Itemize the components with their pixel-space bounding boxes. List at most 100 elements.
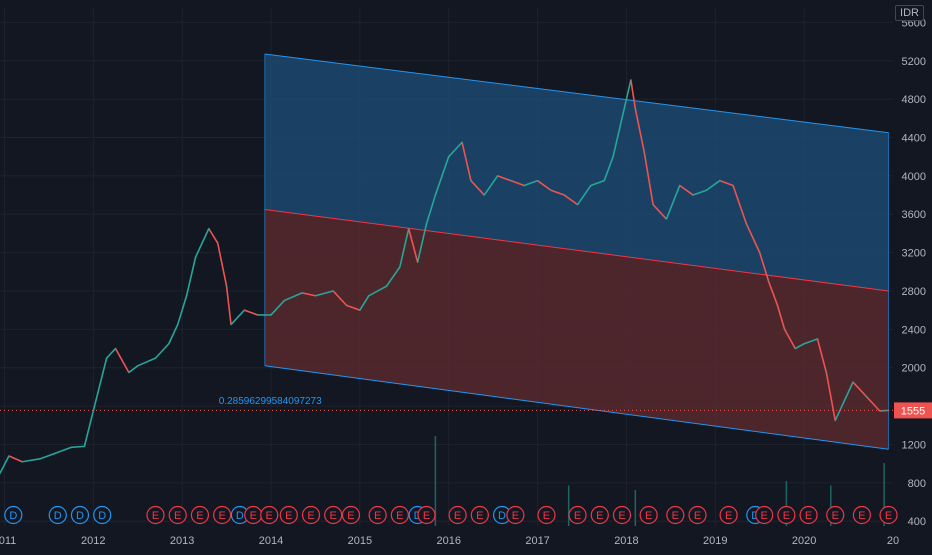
- event-marker-label: E: [832, 510, 839, 522]
- price-point: [115, 348, 117, 350]
- event-marker-label: E: [330, 510, 337, 522]
- event-marker-label: E: [196, 510, 203, 522]
- y-tick-label: 3600: [902, 209, 926, 221]
- earnings-marker[interactable]: E: [613, 507, 630, 524]
- price-point: [483, 194, 485, 196]
- x-tick-label: 2015: [348, 535, 372, 547]
- price-point: [652, 204, 654, 206]
- y-tick-label: 2800: [902, 286, 926, 298]
- event-marker-label: E: [543, 510, 550, 522]
- earnings-marker[interactable]: E: [667, 507, 684, 524]
- y-tick-label: 1200: [902, 439, 926, 451]
- earnings-marker[interactable]: E: [302, 507, 319, 524]
- price-point: [168, 343, 170, 345]
- earnings-marker[interactable]: E: [640, 507, 657, 524]
- event-marker-label: E: [250, 510, 257, 522]
- earnings-marker[interactable]: E: [245, 507, 262, 524]
- earnings-marker[interactable]: E: [853, 507, 870, 524]
- event-marker-label: E: [618, 510, 625, 522]
- earnings-marker[interactable]: E: [325, 507, 342, 524]
- price-point: [52, 453, 54, 455]
- price-point: [612, 156, 614, 158]
- earnings-marker[interactable]: E: [147, 507, 164, 524]
- price-point: [448, 156, 450, 158]
- price-point: [346, 304, 348, 306]
- event-marker-label: E: [885, 510, 892, 522]
- y-tick-label: 4000: [902, 171, 926, 183]
- currency-badge: IDR: [895, 5, 924, 21]
- price-point: [386, 285, 388, 287]
- y-tick-label: 4400: [902, 133, 926, 145]
- earnings-marker[interactable]: E: [261, 507, 278, 524]
- earnings-marker[interactable]: E: [689, 507, 706, 524]
- price-point: [208, 228, 210, 230]
- price-point: [794, 348, 796, 350]
- price-point: [332, 290, 334, 292]
- earnings-marker[interactable]: E: [800, 507, 817, 524]
- event-marker-label: D: [9, 510, 17, 522]
- price-point: [84, 445, 86, 447]
- x-tick-label: 2018: [614, 535, 638, 547]
- price-point: [359, 309, 361, 311]
- earnings-marker[interactable]: E: [169, 507, 186, 524]
- price-point: [825, 372, 827, 374]
- earnings-marker[interactable]: E: [471, 507, 488, 524]
- price-point: [461, 141, 463, 143]
- event-marker-label: E: [805, 510, 812, 522]
- price-point: [563, 194, 565, 196]
- price-point: [692, 194, 694, 196]
- price-point: [434, 194, 436, 196]
- earnings-marker[interactable]: E: [756, 507, 773, 524]
- dividend-marker[interactable]: D: [71, 507, 88, 524]
- price-point: [399, 266, 401, 268]
- event-marker-label: E: [672, 510, 679, 522]
- dividend-marker[interactable]: D: [49, 507, 66, 524]
- price-point: [745, 223, 747, 225]
- event-marker-label: E: [725, 510, 732, 522]
- earnings-marker[interactable]: E: [214, 507, 231, 524]
- price-point: [230, 324, 232, 326]
- earnings-marker[interactable]: E: [507, 507, 524, 524]
- price-point: [8, 455, 10, 457]
- event-marker-label: E: [512, 510, 519, 522]
- earnings-marker[interactable]: E: [449, 507, 466, 524]
- price-point: [128, 372, 130, 374]
- earnings-marker[interactable]: E: [418, 507, 435, 524]
- x-tick-label: 2019: [703, 535, 727, 547]
- earnings-marker[interactable]: E: [342, 507, 359, 524]
- event-marker-label: E: [454, 510, 461, 522]
- event-marker-label: E: [347, 510, 354, 522]
- earnings-marker[interactable]: E: [280, 507, 297, 524]
- y-tick-label: 5200: [902, 56, 926, 68]
- event-marker-label: E: [476, 510, 483, 522]
- price-point: [177, 324, 179, 326]
- price-point: [634, 108, 636, 110]
- earnings-marker[interactable]: E: [778, 507, 795, 524]
- price-point: [417, 261, 419, 263]
- price-point: [537, 180, 539, 182]
- earnings-marker[interactable]: E: [391, 507, 408, 524]
- y-tick-label: 800: [908, 478, 926, 490]
- event-marker-label: E: [596, 510, 603, 522]
- last-price-label: 1555: [901, 405, 925, 417]
- price-point: [243, 309, 245, 311]
- earnings-marker[interactable]: E: [827, 507, 844, 524]
- x-tick-label: 2017: [525, 535, 549, 547]
- price-point: [577, 204, 579, 206]
- event-marker-label: D: [498, 510, 506, 522]
- price-point: [195, 257, 197, 259]
- earnings-marker[interactable]: E: [720, 507, 737, 524]
- dividend-marker[interactable]: D: [94, 507, 111, 524]
- price-point: [732, 185, 734, 187]
- dividend-marker[interactable]: D: [5, 507, 22, 524]
- price-point: [630, 79, 632, 81]
- earnings-marker[interactable]: E: [569, 507, 586, 524]
- earnings-marker[interactable]: E: [538, 507, 555, 524]
- earnings-marker[interactable]: E: [880, 507, 897, 524]
- event-marker-label: E: [423, 510, 430, 522]
- earnings-marker[interactable]: E: [369, 507, 386, 524]
- earnings-marker[interactable]: E: [591, 507, 608, 524]
- earnings-marker[interactable]: E: [191, 507, 208, 524]
